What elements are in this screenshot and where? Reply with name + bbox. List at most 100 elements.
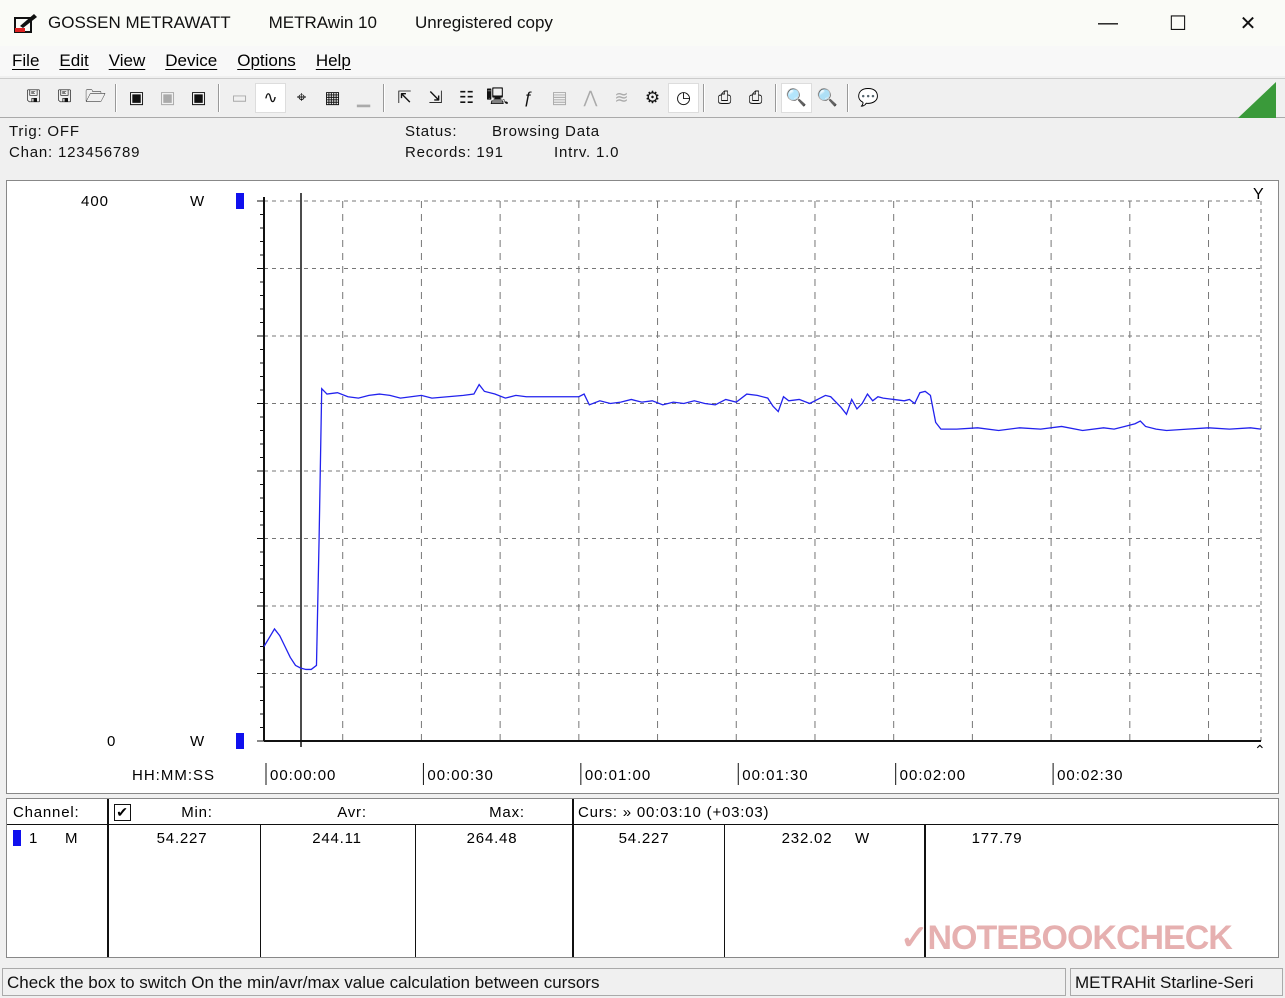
toolbar-separator [775, 84, 777, 112]
device-memory-button[interactable]: ▣ [183, 83, 214, 113]
title-bar: GOSSEN METRAWATT METRAwin 10 Unregistere… [0, 0, 1285, 46]
app-name: GOSSEN METRAWATT [48, 13, 231, 32]
toolbar: 🖫 🖫 🗁 ▣ ▣ ▣ ▭ ∿ ⌖ ▦ ▁ ⇱ ⇲ ☷ 🖳 ƒ ▤ ⋀ ≋ ⚙ ◷ ⎙ ⎙ 🔍 🔍 💬 [0, 78, 1285, 118]
max-header: Max: [489, 803, 525, 821]
y-top-unit: W [190, 193, 205, 210]
trigger-status: Trig: OFF [9, 123, 80, 140]
x-tick-label: 00:00:00 [270, 767, 336, 784]
histogram-button[interactable]: ▁ [348, 83, 379, 113]
table-view-button[interactable]: ▦ [317, 83, 348, 113]
open-folder-button[interactable]: 🗁 [80, 83, 111, 113]
waveform-view-icon: ∿ [263, 88, 278, 107]
zoom-out-button[interactable]: 🔍 [812, 83, 843, 113]
min-value: 54.227 [156, 829, 208, 847]
channel-config-button[interactable]: ☷ [451, 83, 482, 113]
print-button[interactable]: ⎙ [740, 83, 771, 113]
zoom-graph-button[interactable]: 🔍 [781, 83, 812, 113]
registration-status: Unregistered copy [414, 13, 553, 32]
close-button[interactable]: ✕ [1239, 12, 1257, 35]
app-logo-icon [14, 14, 37, 33]
menu-edit[interactable]: Edit [59, 51, 89, 70]
zoom-out-icon: 🔍 [816, 88, 839, 107]
function-icon: ƒ [523, 88, 534, 107]
x-tick-label: 00:02:30 [1057, 767, 1123, 784]
y-bottom-label: 0 [107, 733, 115, 750]
channel-mode: M [65, 829, 79, 847]
settings-icon: ⚙ [644, 88, 661, 107]
cursor-header: Curs: » 00:03:10 (+03:03) [578, 803, 770, 821]
device-disconnect-button[interactable]: ▣ [152, 83, 183, 113]
records-count: Records: 191 [405, 144, 504, 161]
line-chart[interactable]: 400 0 W W HH:MM:SS 00:00:00 00:00:30 00:01:00 00… [7, 181, 1280, 795]
x-tick-label: 00:00:30 [427, 767, 493, 784]
meter-icon: ▤ [551, 88, 568, 107]
toolbar-separator [218, 84, 220, 112]
max-value: 264.48 [466, 829, 518, 847]
save-export-icon: 🖫 [26, 86, 41, 106]
monitor-button[interactable]: 🖳 [482, 83, 513, 113]
save-import-button[interactable]: 🖫 [49, 83, 80, 113]
zoom-graph-icon: 🔍 [785, 88, 808, 107]
resize-grip-icon [1238, 82, 1276, 118]
transfer-in-button[interactable]: ⇲ [420, 83, 451, 113]
chart-panel[interactable]: 400 0 W W HH:MM:SS 00:00:00 00:00:30 00:01:00 00… [6, 180, 1279, 794]
checkmark-icon: ✔ [116, 804, 129, 820]
min-header: Min: [181, 803, 213, 821]
device-memory-icon: ▣ [190, 88, 207, 107]
clock-button[interactable]: ◷ [668, 83, 699, 113]
minimize-button[interactable]: — [1098, 11, 1118, 34]
toolbar-separator [115, 84, 117, 112]
signal-button[interactable]: ⋀ [575, 83, 606, 113]
device-read-button[interactable]: ▣ [121, 83, 152, 113]
menu-options[interactable]: Options [237, 51, 296, 70]
cursor-unit: W [855, 829, 870, 847]
histogram-icon: ▁ [356, 88, 371, 107]
open-folder-icon: 🗁 [84, 86, 107, 106]
signal-noise-button[interactable]: ≋ [606, 83, 637, 113]
print-preview-button[interactable]: ⎙ [709, 83, 740, 113]
status-value: Browsing Data [492, 123, 600, 140]
x-tick-label: 00:01:30 [742, 767, 808, 784]
avr-value: 244.11 [312, 829, 362, 847]
menu-help[interactable]: Help [315, 51, 351, 70]
device-read-icon: ▣ [128, 88, 145, 107]
cursor-top-handle: Y [1253, 186, 1264, 203]
channel-number: 1 [29, 829, 39, 847]
y-top-marker [236, 193, 244, 209]
statistics-table: Channel: ✔ Min: Avr: Max: Curs: » 00:03:… [6, 798, 1279, 958]
help-message-icon: 💬 [857, 88, 880, 107]
signal-noise-icon: ≋ [614, 88, 629, 107]
cursor-diff-value: 177.79 [971, 829, 1023, 847]
menu-bar: File Edit View Device Options Help [0, 46, 1285, 76]
monitor-icon: 🖳 [486, 86, 509, 106]
series-line [263, 383, 1262, 671]
menu-device[interactable]: Device [165, 51, 218, 70]
clock-icon: ◷ [676, 88, 691, 107]
maximize-button[interactable]: ☐ [1169, 12, 1187, 35]
waveform-view-button[interactable]: ∿ [255, 83, 286, 113]
channel-list: Chan: 123456789 [9, 144, 141, 161]
status-bar: Check the box to switch On the min/avr/m… [0, 966, 1285, 998]
status-message: Check the box to switch On the min/avr/m… [2, 968, 1066, 996]
x-axis-label: HH:MM:SS [132, 767, 215, 784]
transfer-out-button[interactable]: ⇱ [389, 83, 420, 113]
signal-icon: ⋀ [583, 88, 598, 107]
watermark-logo: ✓NOTEBOOKCHECK [900, 919, 1233, 957]
meter-button[interactable]: ▤ [544, 83, 575, 113]
crosshair-button[interactable]: ⌖ [286, 83, 317, 113]
transfer-out-icon: ⇱ [397, 88, 412, 107]
function-button[interactable]: ƒ [513, 83, 544, 113]
min-max-calc-checkbox[interactable]: ✔ [114, 804, 131, 821]
y-bottom-unit: W [190, 733, 205, 750]
help-message-button[interactable]: 💬 [853, 83, 884, 113]
menu-file[interactable]: File [12, 51, 40, 70]
save-export-button[interactable]: 🖫 [18, 83, 49, 113]
x-tick-label: 00:01:00 [585, 767, 651, 784]
crosshair-icon: ⌖ [296, 88, 307, 107]
print-icon: ⎙ [748, 88, 763, 107]
settings-button[interactable]: ⚙ [637, 83, 668, 113]
channel-color-swatch [13, 830, 21, 846]
digital-display-button[interactable]: ▭ [224, 83, 255, 113]
toolbar-separator [847, 84, 849, 112]
menu-view[interactable]: View [108, 51, 146, 70]
